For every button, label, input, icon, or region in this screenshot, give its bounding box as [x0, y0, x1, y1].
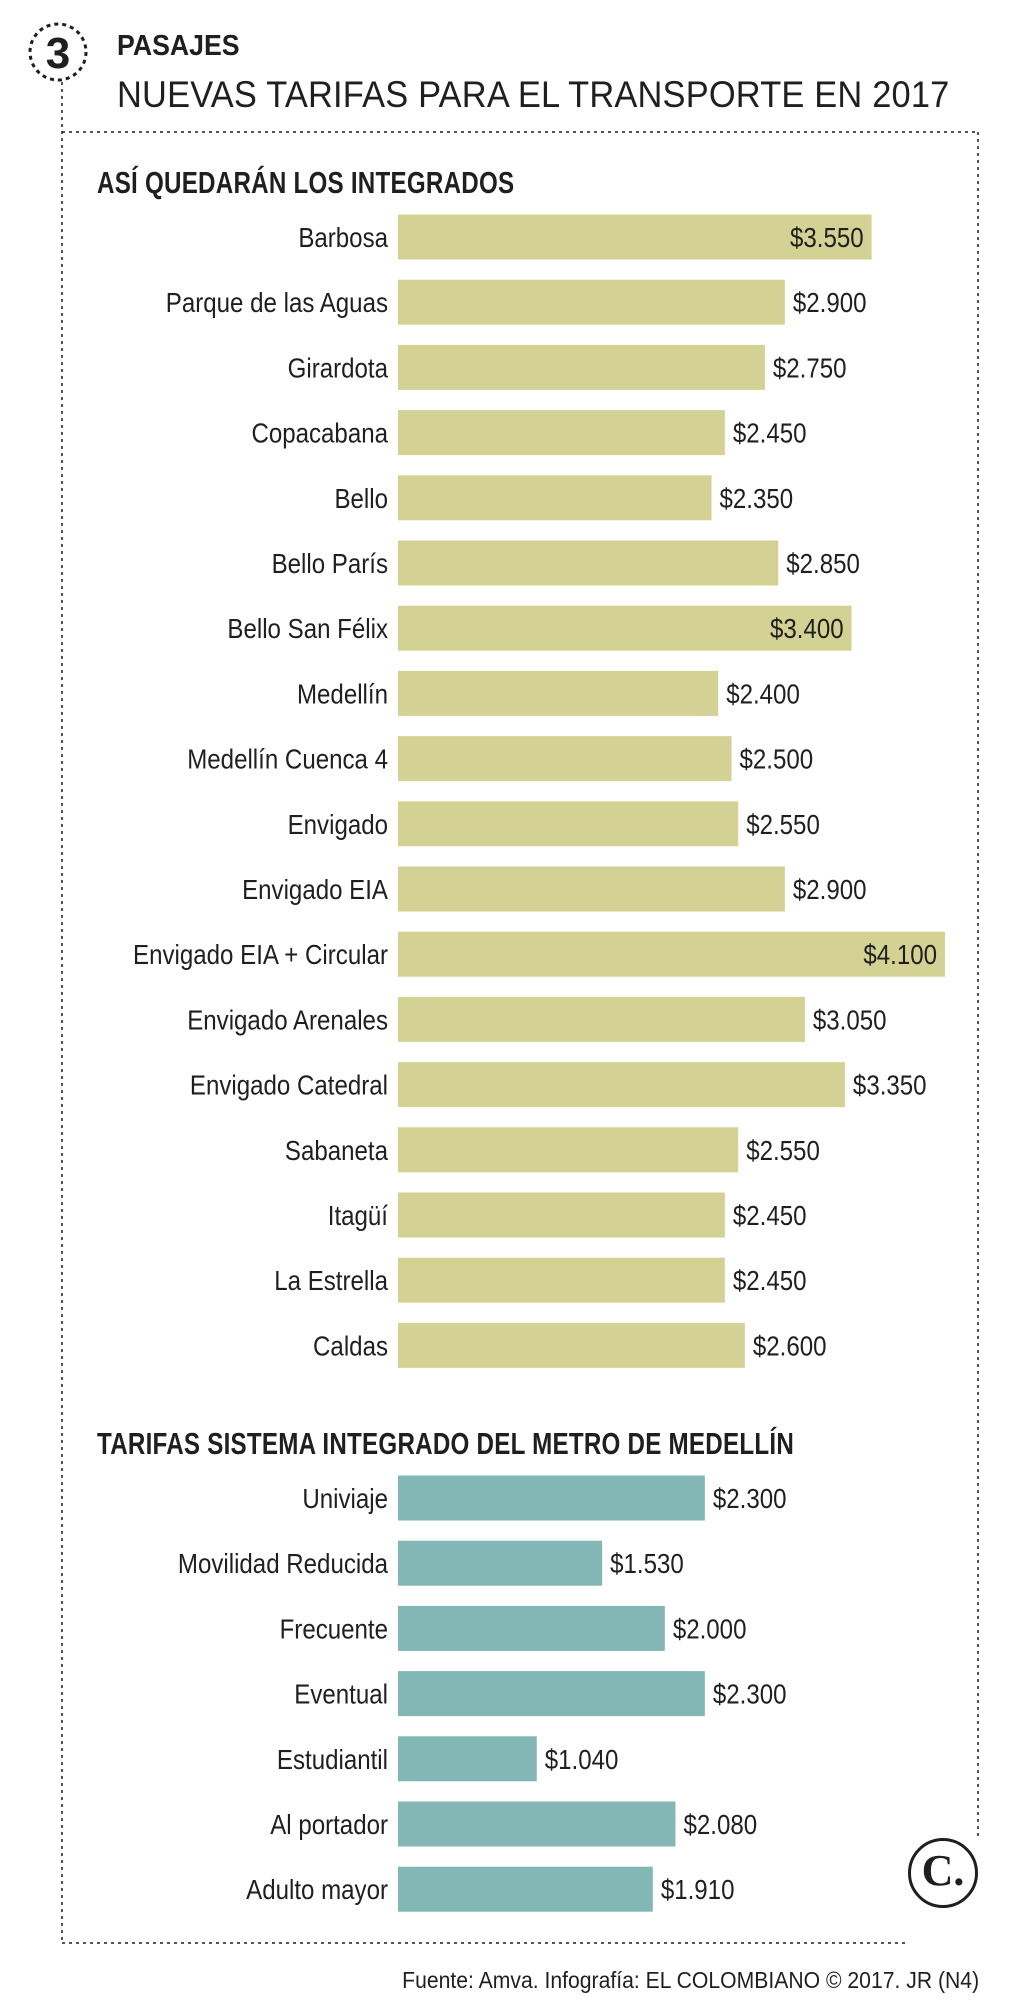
integrados-bar — [398, 605, 852, 651]
section-badge-circle — [28, 22, 88, 82]
metro-value-label: $2.300 — [713, 1678, 787, 1710]
integrados-category-label: Bello San Félix — [227, 612, 388, 644]
integrados-value-label: $2.550 — [746, 808, 820, 840]
integrados-category-label: Envigado Arenales — [187, 1004, 388, 1036]
metro-value-label: $2.080 — [684, 1808, 758, 1840]
metro-bar — [398, 1736, 537, 1782]
integrados-value-label: $2.900 — [793, 873, 867, 905]
integrados-category-label: La Estrella — [274, 1264, 388, 1296]
integrados-value-label: $2.500 — [740, 743, 814, 775]
integrados-category-label: Sabaneta — [285, 1134, 389, 1166]
integrados-value-label: $2.850 — [786, 547, 860, 579]
integrados-bar — [398, 475, 712, 521]
integrados-value-label: $2.350 — [720, 482, 794, 514]
integrados-value-label: $2.450 — [733, 1199, 807, 1231]
integrados-category-label: Envigado Catedral — [190, 1069, 388, 1101]
metro-value-label: $1.040 — [545, 1743, 619, 1775]
metro-bar — [398, 1540, 603, 1586]
integrados-bar — [398, 1192, 725, 1238]
metro-category-label: Eventual — [294, 1678, 388, 1710]
integrados-value-label: $3.550 — [790, 221, 864, 253]
metro-value-label: $1.530 — [610, 1547, 684, 1579]
integrados-bar — [398, 1322, 745, 1368]
metro-bar — [398, 1671, 705, 1717]
metro-value-label: $2.300 — [713, 1482, 787, 1514]
integrados-category-label: Caldas — [313, 1330, 388, 1362]
integrados-bar — [398, 344, 765, 390]
integrados-bar — [398, 279, 785, 325]
metro-category-label: Movilidad Reducida — [178, 1547, 389, 1579]
kicker: PASAJES — [117, 30, 240, 62]
metro-bar-chart: Univiaje $2.300 Movilidad Reducida $1.530 Fr… — [178, 1475, 787, 1912]
metro-category-label: Adulto mayor — [246, 1873, 388, 1905]
integrados-bar — [398, 670, 719, 716]
integrados-bar — [398, 1062, 845, 1108]
logo-text: C. — [921, 1846, 965, 1895]
integrados-category-label: Bello — [334, 482, 388, 514]
integrados-value-label: $4.100 — [863, 938, 937, 970]
metro-value-label: $1.910 — [661, 1873, 735, 1905]
integrados-value-label: $3.400 — [770, 612, 844, 644]
section-badge-number: 3 — [46, 29, 70, 78]
metro-bar — [398, 1475, 705, 1521]
page-title: NUEVAS TARIFAS PARA EL TRANSPORTE EN 201… — [117, 74, 950, 115]
chart-title-integrados: ASÍ QUEDARÁN LOS INTEGRADOS — [97, 165, 515, 200]
metro-bar — [398, 1605, 665, 1651]
el-colombiano-logo: C. — [908, 1838, 978, 1908]
integrados-value-label: $2.450 — [733, 417, 807, 449]
integrados-bar — [398, 996, 805, 1042]
integrados-value-label: $2.450 — [733, 1264, 807, 1296]
integrados-category-label: Copacabana — [251, 417, 388, 449]
integrados-category-label: Bello París — [272, 547, 388, 579]
integrados-bar — [398, 866, 785, 912]
integrados-bar — [398, 736, 732, 782]
integrados-bar — [398, 540, 779, 586]
integrados-value-label: $2.600 — [753, 1330, 827, 1362]
metro-bar — [398, 1801, 676, 1847]
integrados-value-label: $3.050 — [813, 1004, 887, 1036]
metro-category-label: Univiaje — [302, 1482, 388, 1514]
integrados-bar — [398, 1257, 725, 1303]
source-credit: Fuente: Amva. Infografía: EL COLOMBIANO … — [402, 1967, 979, 1993]
integrados-category-label: Itagüí — [328, 1199, 389, 1231]
metro-bar — [398, 1866, 653, 1912]
integrados-bar-chart: Barbosa $3.550 Parque de las Aguas $2.900 Gi… — [133, 214, 945, 1368]
integrados-category-label: Girardota — [288, 352, 389, 384]
metro-value-label: $2.000 — [673, 1613, 747, 1645]
integrados-category-label: Barbosa — [298, 221, 388, 253]
integrados-category-label: Envigado EIA — [242, 873, 388, 905]
integrados-category-label: Envigado — [288, 808, 388, 840]
chart-title-metro: TARIFAS SISTEMA INTEGRADO DEL METRO DE M… — [97, 1426, 795, 1461]
integrados-value-label: $2.900 — [793, 286, 867, 318]
integrados-category-label: Medellín Cuenca 4 — [187, 743, 388, 775]
integrados-category-label: Envigado EIA + Circular — [133, 938, 388, 970]
integrados-value-label: $2.750 — [773, 352, 847, 384]
integrados-bar — [398, 931, 945, 977]
integrados-bar — [398, 410, 725, 456]
integrados-bar — [398, 1127, 739, 1173]
metro-category-label: Frecuente — [280, 1613, 388, 1645]
integrados-category-label: Parque de las Aguas — [166, 286, 388, 318]
integrados-bar — [398, 214, 872, 260]
integrados-value-label: $2.400 — [726, 678, 800, 710]
metro-category-label: Estudiantil — [277, 1743, 388, 1775]
integrados-value-label: $3.350 — [853, 1069, 927, 1101]
integrados-value-label: $2.550 — [746, 1134, 820, 1166]
integrados-bar — [398, 801, 739, 847]
metro-category-label: Al portador — [270, 1808, 388, 1840]
integrados-category-label: Medellín — [297, 678, 388, 710]
